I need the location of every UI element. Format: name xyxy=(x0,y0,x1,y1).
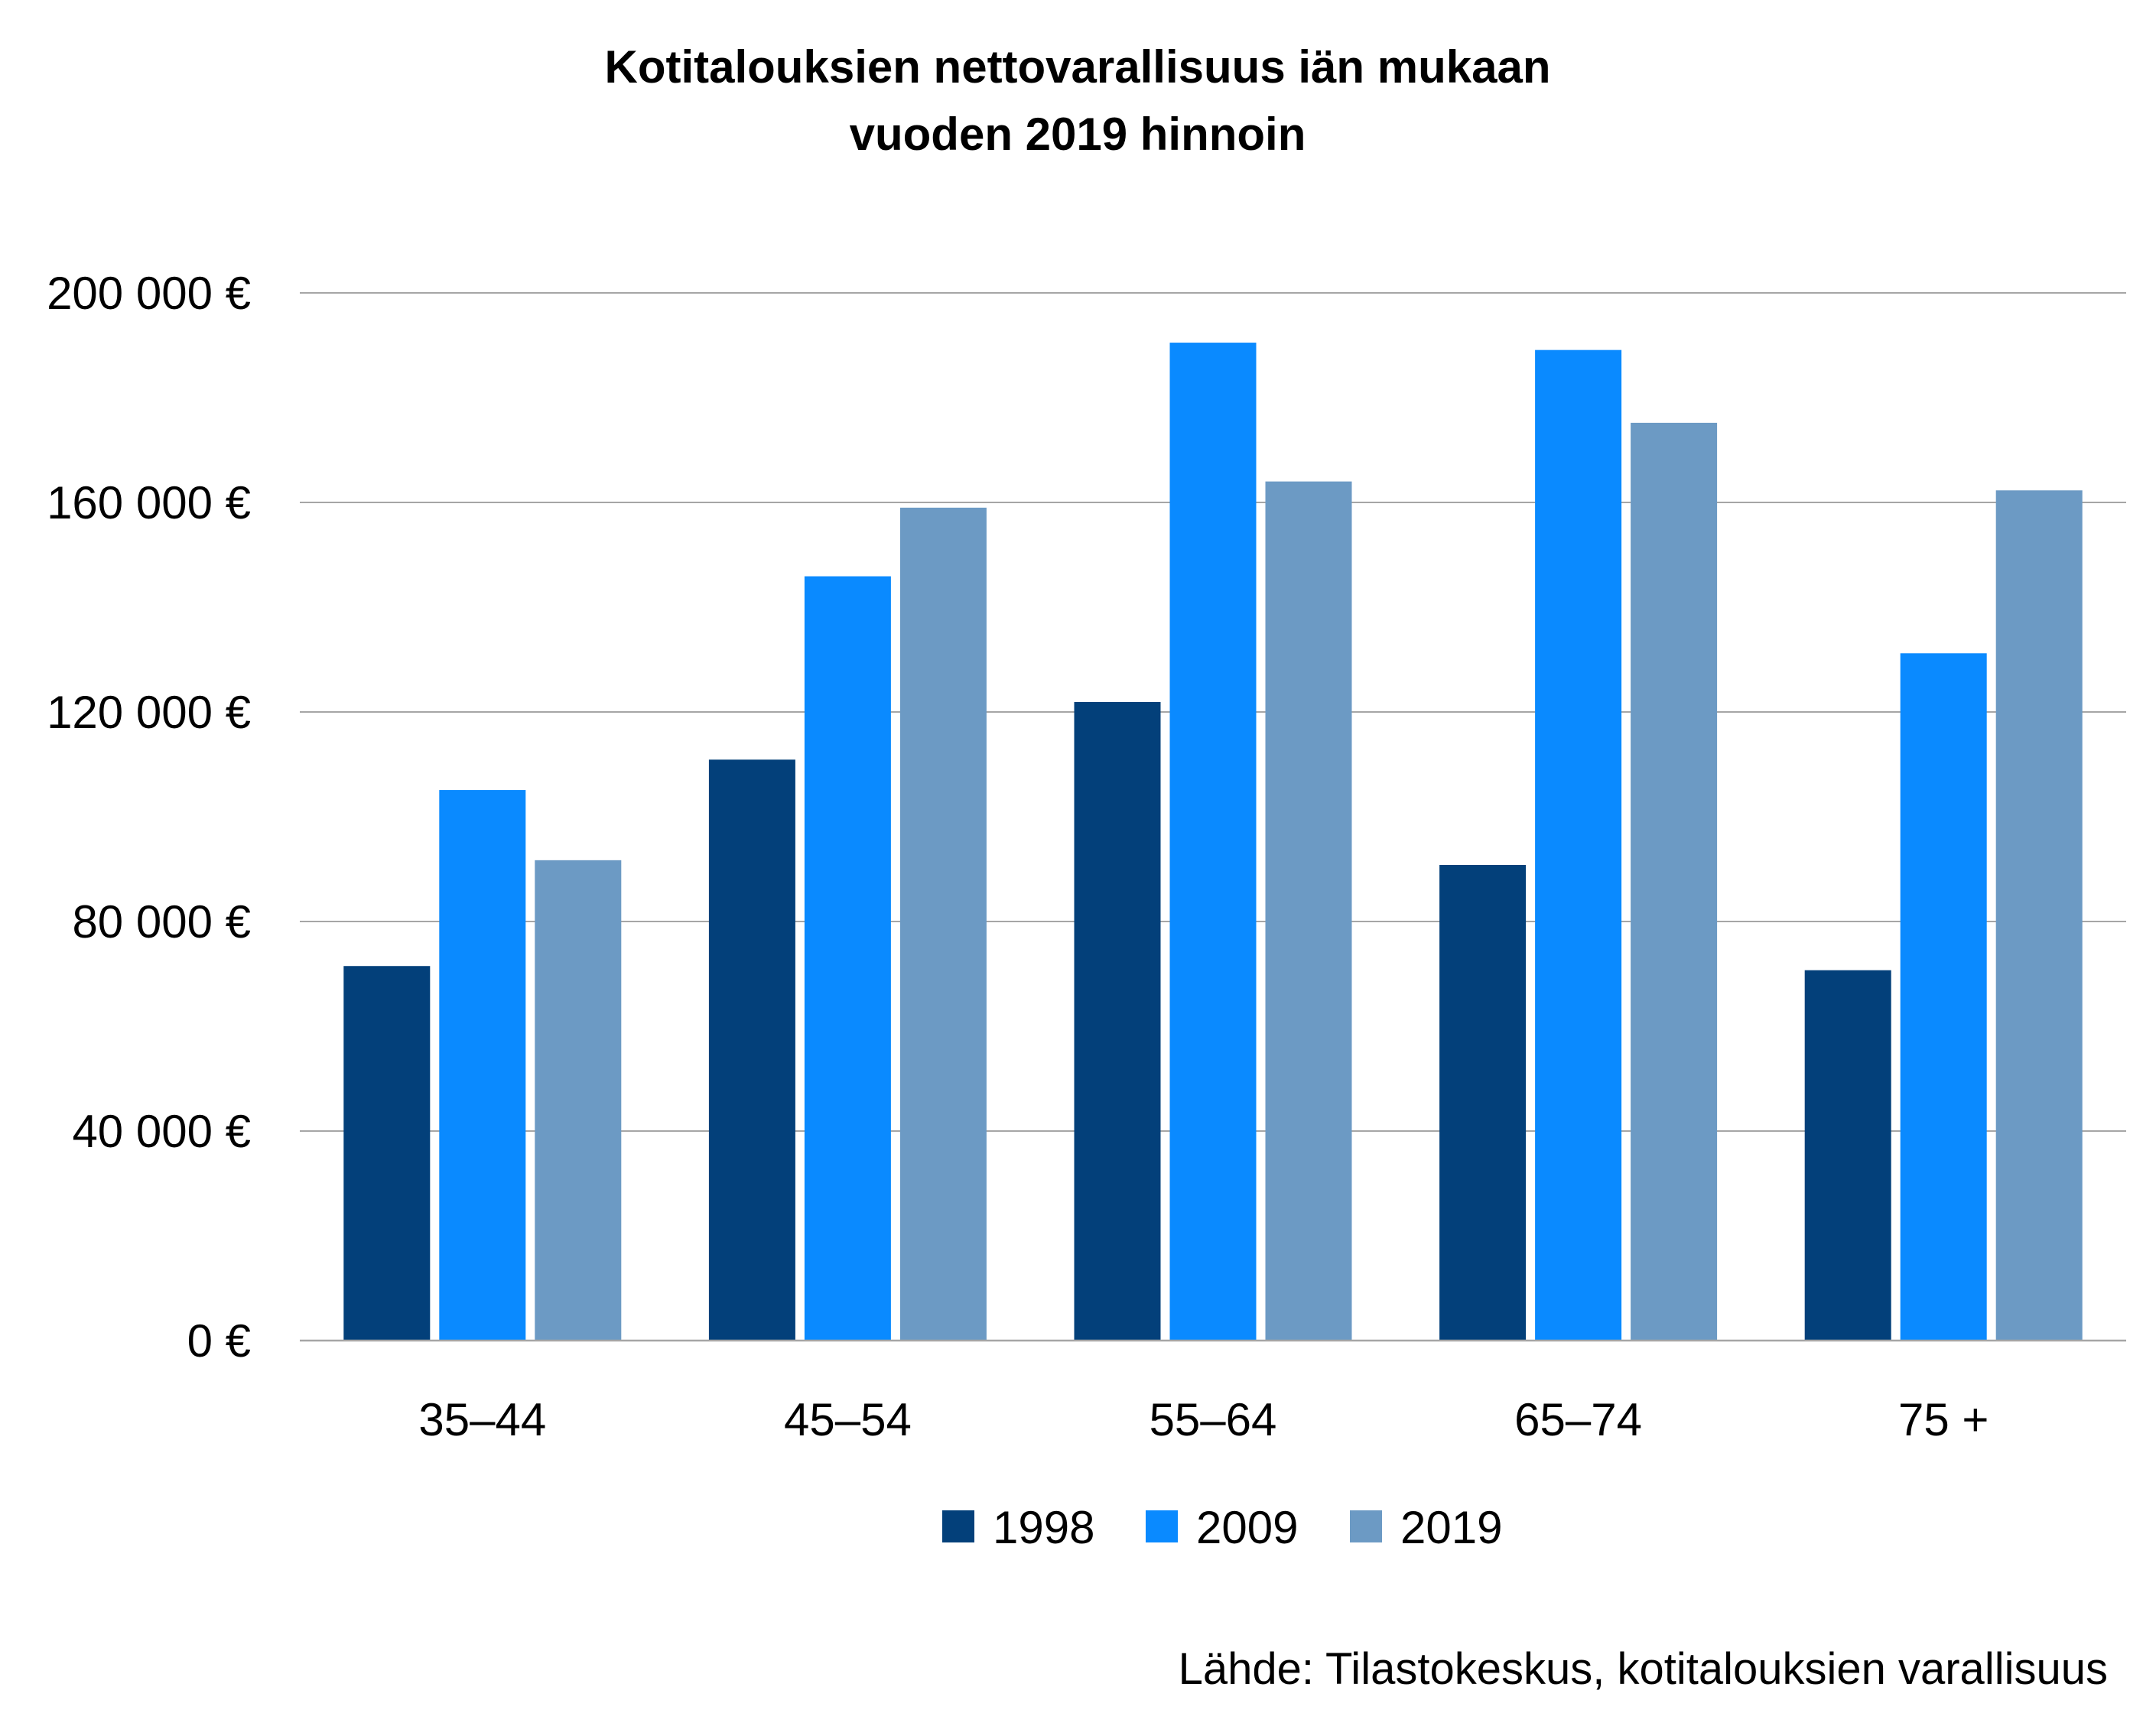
bar-1998-1 xyxy=(708,759,795,1341)
x-tick-label: 45–54 xyxy=(784,1394,912,1445)
y-tick-label: 40 000 € xyxy=(72,1106,251,1157)
legend-swatch-1998 xyxy=(942,1510,974,1542)
y-tick-label: 120 000 € xyxy=(47,687,251,738)
y-tick-label: 0 € xyxy=(187,1315,251,1367)
y-tick-label: 80 000 € xyxy=(72,896,251,948)
bar-2009-3 xyxy=(1535,349,1622,1341)
legend-label-2009: 2009 xyxy=(1196,1502,1298,1553)
x-tick-label: 35–44 xyxy=(418,1394,546,1445)
y-axis-tick-labels: 0 € 40 000 € 80 000 € 120 000 € 160 000 € 200… xyxy=(47,268,251,1367)
bar-2019-1 xyxy=(899,507,987,1341)
x-axis-tick-labels: 35–44 45–54 55–64 65–74 75 + xyxy=(418,1394,1989,1445)
bars xyxy=(343,343,2083,1341)
bar-2009-4 xyxy=(1900,653,1987,1341)
legend-label-1998: 1998 xyxy=(993,1502,1094,1553)
bar-2019-3 xyxy=(1631,422,1718,1341)
legend-swatch-2009 xyxy=(1146,1510,1178,1542)
y-tick-label: 160 000 € xyxy=(47,477,251,528)
legend: 1998 2009 2019 xyxy=(942,1502,1502,1553)
bar-2019-4 xyxy=(1995,490,2083,1341)
legend-swatch-2019 xyxy=(1350,1510,1382,1542)
bar-2019-2 xyxy=(1265,481,1352,1341)
bar-2009-0 xyxy=(439,790,526,1341)
bar-1998-4 xyxy=(1804,970,1891,1341)
x-tick-label: 65–74 xyxy=(1514,1394,1642,1445)
y-tick-label: 200 000 € xyxy=(47,268,251,319)
bar-2009-1 xyxy=(804,576,891,1341)
bar-2019-0 xyxy=(535,860,622,1341)
x-tick-label: 75 + xyxy=(1898,1394,1989,1445)
bar-1998-3 xyxy=(1439,865,1527,1341)
chart-title: Kotitalouksien nettovarallisuus iän muka… xyxy=(605,41,1551,160)
chart-title-line-2: vuoden 2019 hinnoin xyxy=(850,109,1306,160)
chart-title-line-1: Kotitalouksien nettovarallisuus iän muka… xyxy=(605,41,1551,93)
x-tick-label: 55–64 xyxy=(1150,1394,1277,1445)
source-note: Lähde: Tilastokeskus, kotitalouksien var… xyxy=(1179,1644,2108,1694)
legend-label-2019: 2019 xyxy=(1400,1502,1502,1553)
bar-1998-0 xyxy=(343,966,431,1341)
bar-2009-2 xyxy=(1169,343,1257,1341)
bar-1998-2 xyxy=(1074,701,1161,1341)
